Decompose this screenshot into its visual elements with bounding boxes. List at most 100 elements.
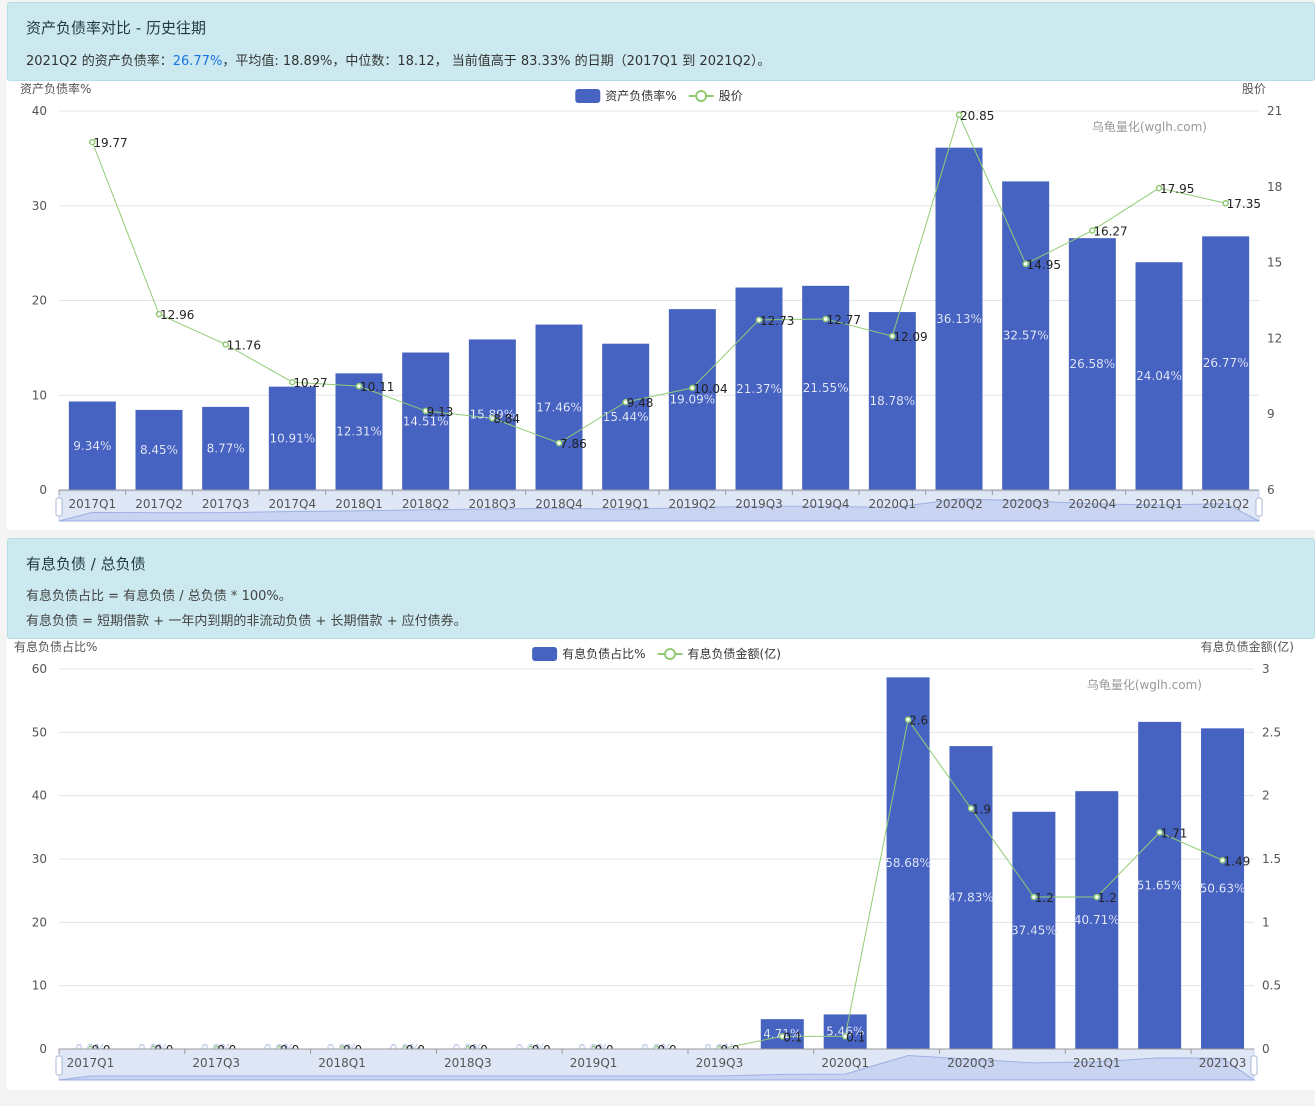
bar-data-label: 14.51% (403, 414, 449, 428)
x-tick-label: 2017Q2 (135, 497, 183, 511)
bar (468, 339, 516, 490)
y-tick-label: 30 (32, 199, 47, 213)
y-tick-label: 10 (32, 388, 47, 402)
y-tick-label: 10 (32, 979, 47, 993)
y-tick-label: 40 (32, 789, 47, 803)
bar-data-label: 8.45% (140, 443, 178, 457)
line-data-label: 17.35 (1227, 197, 1261, 211)
line-point (1022, 260, 1029, 268)
bar-data-label: 26.58% (1069, 357, 1115, 371)
zoom-mini-series (58, 498, 1260, 522)
bar-data-label: 51.65% (1137, 878, 1183, 892)
line-point (289, 378, 296, 386)
bar-data-label: 4.71% (763, 1027, 801, 1041)
x-tick-label: 2018Q4 (535, 497, 583, 511)
line-data-label: 20.85 (960, 109, 994, 123)
line-data-label: 16.27 (1093, 225, 1127, 239)
bar-data-label: 17.46% (536, 400, 582, 414)
bar (1135, 262, 1183, 490)
line-point (967, 805, 975, 812)
bar (823, 1014, 867, 1049)
bar-data-label: 10.91% (269, 431, 315, 445)
line-data-label: 1.2 (1098, 891, 1117, 905)
bar (602, 343, 650, 490)
y2-axis-title: 有息负债金额(亿) (1201, 639, 1294, 654)
line-data-label: 0.1 (846, 1030, 865, 1044)
line-data-label: 10.04 (693, 382, 727, 396)
line-point (155, 310, 163, 318)
y-tick-label: 0 (39, 1042, 47, 1056)
legend-bar-label: 资产负债率% (605, 88, 676, 103)
y2-tick-label: 21 (1267, 104, 1282, 118)
x-tick-label: 2020Q2 (935, 497, 983, 511)
zoom-handle-right (1250, 1055, 1258, 1076)
bar (535, 324, 583, 490)
bar (68, 401, 116, 490)
x-tick-label: 2020Q3 (1002, 497, 1050, 511)
line-point (1030, 893, 1038, 901)
zoom-mini-series (58, 1054, 1256, 1081)
bar-data-label: 50.63% (1200, 882, 1246, 896)
legend-bar-swatch (532, 647, 558, 661)
line-data-label: 8.84 (493, 412, 520, 426)
y2-tick-label: 9 (1267, 407, 1275, 421)
bar-data-label: 47.83% (948, 891, 994, 905)
bar-data-label: 15.44% (603, 410, 649, 424)
bar-data-label: 36.13% (936, 312, 982, 326)
section-title-2: 有息负债 / 总负债 (26, 555, 146, 573)
y2-tick-label: 15 (1267, 256, 1282, 270)
formula-line-2: 有息负债 = 短期借款 + 一年内到期的非流动负债 + 长期借款 + 应付债券。 (26, 614, 467, 629)
bar (335, 373, 383, 490)
y2-tick-label: 0 (1262, 1042, 1270, 1056)
chart-1: 0 10 20 30 40 6 9 12 15 18 21 资产负债率% 股价 资产负债率% 股价乌龟量化(… (20, 81, 1282, 522)
bar-data-label: 19.09% (669, 393, 715, 407)
bar (868, 312, 916, 490)
y-tick-label: 20 (32, 915, 47, 929)
x-tick-label: 2019Q3 (735, 497, 783, 511)
summary-prefix: 2021Q2 的资产负债率： (26, 54, 173, 69)
line-data-label: 12.77 (827, 313, 861, 327)
line-point (489, 414, 496, 422)
bar (202, 406, 250, 490)
bar-data-label: 37.45% (1011, 923, 1057, 937)
bar-data-label: 15.89% (469, 408, 515, 422)
x-tick-label: 2017Q1 (69, 497, 117, 511)
bar-data-label: 58.68% (885, 856, 931, 870)
bar-data-label: 18.78% (869, 394, 915, 408)
bar (935, 147, 983, 490)
y2-tick-label: 3 (1262, 662, 1270, 676)
y2-tick-label: 2.5 (1262, 725, 1281, 739)
line-point (355, 382, 363, 390)
x-tick-label: 2019Q1 (602, 497, 650, 511)
zoom-handle-left (55, 1055, 63, 1076)
line-point (779, 1033, 786, 1040)
bar (268, 386, 316, 490)
x-tick-label: 2017Q1 (67, 1056, 115, 1070)
x-tick-label: 2021Q3 (1199, 1056, 1247, 1070)
line-data-label: 9.13 (427, 405, 454, 419)
bar-data-label: 21.55% (803, 381, 849, 395)
x-tick-label: 2018Q3 (444, 1056, 492, 1070)
line-data-label: 0.1 (783, 1030, 802, 1044)
line-point (755, 316, 763, 324)
summary-rest: ，平均值: 18.89%，中位数：18.12， 当前值高于 83.33% 的日期… (222, 54, 771, 69)
y2-tick-label: 1.5 (1262, 852, 1281, 866)
line-point (222, 341, 229, 348)
line-point (1155, 184, 1163, 192)
y2-tick-label: 2 (1262, 789, 1270, 803)
line-data-label: 19.77 (93, 136, 127, 150)
y-tick-label: 20 (32, 294, 47, 308)
line-point (689, 384, 696, 392)
bar-data-label: 24.04% (1136, 369, 1182, 383)
y2-tick-label: 0.5 (1262, 979, 1281, 993)
x-tick-label: 2018Q2 (402, 497, 450, 511)
y-axis-title: 资产负债率% (20, 81, 91, 96)
line-data-label: 10.27 (293, 376, 327, 390)
line-data-label: 17.95 (1160, 182, 1194, 196)
y2-tick-label: 18 (1267, 180, 1282, 194)
x-tick-label: 2017Q3 (202, 497, 250, 511)
y2-axis-title: 股价 (1242, 82, 1266, 96)
line-point (1156, 829, 1163, 836)
section-title-1: 资产负债率对比 - 历史往期 (26, 19, 206, 37)
y2-tick-label: 6 (1267, 483, 1275, 497)
